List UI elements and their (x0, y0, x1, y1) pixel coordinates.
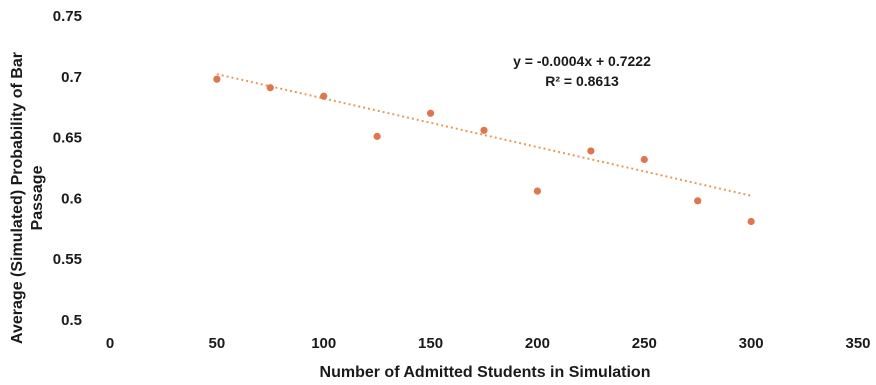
x-tick-label: 200 (525, 335, 550, 352)
y-axis-label-line-1: Average (Simulated) Probability of Bar (9, 52, 26, 344)
data-point (426, 109, 435, 117)
trendline-equation: y = -0.0004x + 0.7222 (513, 53, 651, 69)
trendline (216, 73, 752, 197)
data-point (640, 155, 648, 164)
x-axis-ticks: 0 50 100 150 200 250 300 350 (106, 335, 871, 352)
x-tick-label: 350 (845, 335, 870, 352)
y-tick-label: 0.65 (53, 130, 82, 147)
y-axis-label: Average (Simulated) Probability of Bar P… (9, 52, 46, 344)
y-axis-ticks: 0.5 0.55 0.6 0.65 0.7 0.75 (53, 8, 82, 329)
x-tick-label: 250 (632, 335, 657, 352)
x-tick-label: 0 (106, 335, 114, 352)
y-tick-label: 0.55 (53, 251, 82, 268)
data-point (694, 197, 702, 205)
data-point (266, 84, 274, 92)
data-points (213, 75, 755, 226)
data-point (480, 126, 488, 134)
data-point (373, 132, 381, 140)
y-tick-label: 0.6 (61, 190, 82, 207)
x-tick-label: 150 (418, 335, 443, 352)
data-point (747, 217, 755, 226)
x-tick-label: 50 (209, 335, 226, 352)
x-tick-label: 300 (739, 335, 764, 352)
x-axis-label: Number of Admitted Students in Simulatio… (320, 364, 651, 381)
data-point (213, 75, 221, 83)
trendline-r2: R² = 0.8613 (545, 73, 619, 89)
y-tick-label: 0.75 (53, 8, 82, 25)
data-point (320, 92, 328, 100)
data-point (533, 187, 542, 195)
x-tick-label: 100 (311, 335, 336, 352)
data-point (587, 147, 595, 155)
y-axis-label-line-2: Passage (29, 165, 46, 230)
y-tick-label: 0.7 (61, 69, 82, 86)
y-tick-label: 0.5 (61, 312, 82, 329)
